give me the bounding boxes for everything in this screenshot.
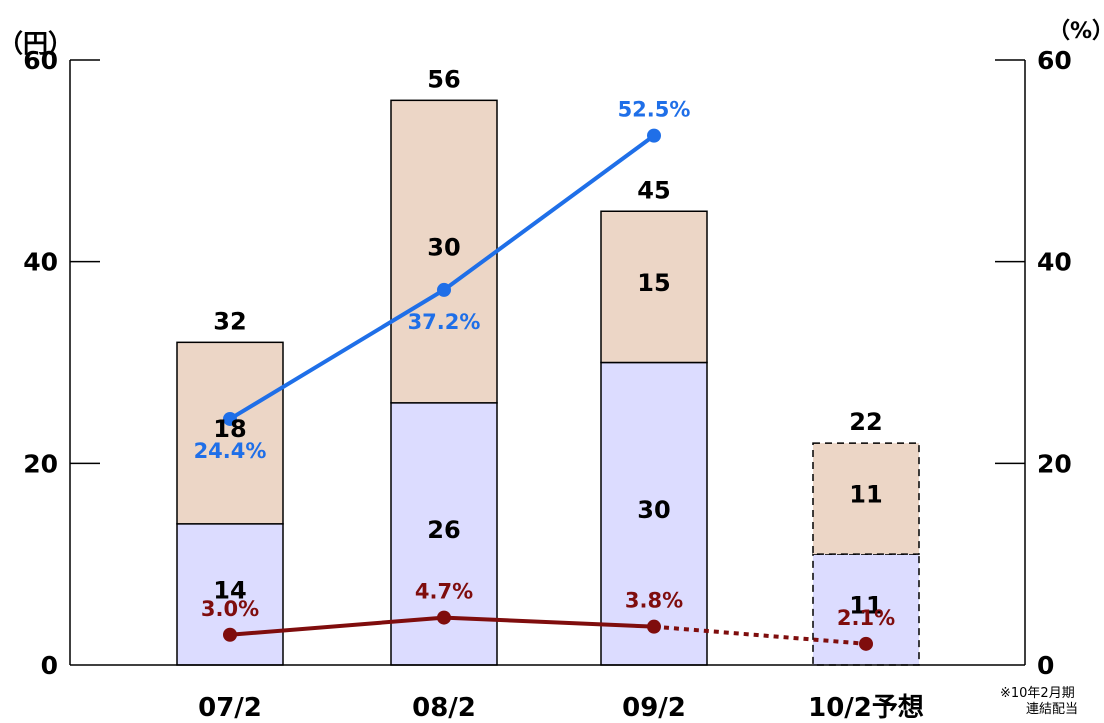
left-tick-label: 40	[23, 248, 58, 277]
series-line-segment	[228, 615, 446, 637]
footnote-line2: 連結配当	[1026, 702, 1079, 717]
bar-total-label: 22	[849, 408, 882, 436]
x-category-label: 10/2予想	[808, 693, 924, 723]
footnote-line1: ※10年2月期	[1000, 686, 1075, 701]
left-axis-unit: （円）	[0, 29, 73, 58]
series-data-label: 3.0%	[201, 597, 259, 621]
axes-layer: （円） （%）	[0, 19, 1104, 666]
bar-segment-upper	[600, 210, 708, 364]
bar-lower-value-label: 14	[213, 576, 246, 604]
right-tick-label: 40	[1037, 248, 1072, 277]
bars-layer	[176, 99, 920, 666]
series-point	[223, 411, 237, 426]
x-category-label: 09/2	[622, 693, 686, 723]
series-data-label: 4.7%	[415, 580, 473, 604]
bar-total-label: 45	[637, 176, 670, 204]
bar-lower-value-label: 30	[637, 496, 670, 524]
bar-lower-value-label: 26	[427, 516, 460, 544]
bar-upper-value-label: 15	[637, 269, 670, 297]
left-tick-label: 0	[41, 651, 58, 680]
bar-segment-lower	[600, 361, 708, 666]
bar-segment-upper	[812, 442, 920, 555]
x-category-label: 08/2	[412, 693, 476, 723]
x-category-label: 07/2	[198, 693, 262, 723]
series-line-segment	[228, 287, 446, 421]
bar-total-label: 56	[427, 65, 460, 93]
series-line-segment	[442, 133, 656, 292]
ticks-layer: 0 20 40 60 0 20 40 60	[23, 46, 1072, 680]
footnote: ※10年2月期 連結配当	[1000, 686, 1078, 718]
bar-upper-value-label: 30	[427, 234, 460, 262]
series-point	[437, 610, 451, 625]
series-line-segment	[442, 615, 656, 629]
series-data-label: 37.2%	[408, 310, 481, 334]
left-tick-label: 20	[23, 449, 58, 478]
series-data-label: 3.8%	[625, 589, 683, 613]
series-point	[223, 627, 237, 642]
series-data-label: 52.5%	[618, 98, 691, 122]
series-point	[859, 636, 873, 651]
right-tick-label: 0	[1037, 651, 1054, 680]
series-data-label: 24.4%	[194, 439, 267, 463]
bar-total-label: 32	[213, 307, 246, 335]
bar-upper-value-label: 11	[849, 481, 882, 509]
right-axis-unit: （%）	[1048, 19, 1104, 44]
series-point	[647, 128, 661, 143]
series-point	[647, 619, 661, 634]
left-tick-label: 60	[23, 46, 58, 75]
bar-upper-value-label: 18	[213, 415, 246, 443]
bar-lower-value-label: 11	[849, 592, 882, 620]
bar-segment-upper	[176, 341, 284, 525]
series-data-label: 2.1%	[837, 606, 895, 630]
right-tick-label: 60	[1037, 46, 1072, 75]
labels-layer: 14 18 32 07/2 26 30 56 08/2 30 15 45 09/2 11 11 22 10/2…	[194, 65, 924, 723]
bar-segment-upper	[390, 99, 498, 404]
lines-layer	[223, 128, 873, 651]
series-point	[437, 282, 451, 297]
right-tick-label: 20	[1037, 449, 1072, 478]
